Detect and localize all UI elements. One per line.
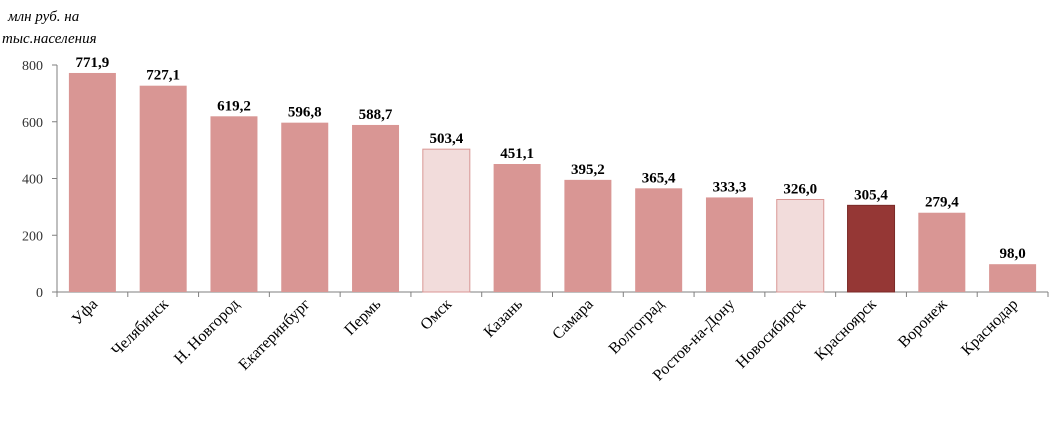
bar bbox=[352, 124, 400, 292]
x-tick-label: Самара bbox=[549, 296, 596, 343]
bar bbox=[635, 188, 683, 292]
x-tick-label: Казань bbox=[481, 296, 526, 341]
x-tick-label: Новосибирск bbox=[733, 296, 809, 372]
bar bbox=[776, 198, 825, 293]
data-label: 395,2 bbox=[571, 162, 605, 178]
bars-group bbox=[68, 72, 1037, 293]
bar bbox=[847, 204, 896, 293]
bar bbox=[139, 85, 187, 293]
data-label: 279,4 bbox=[925, 195, 959, 211]
bar bbox=[989, 264, 1037, 292]
x-tick-label: Красноярск bbox=[812, 296, 880, 364]
x-tick-label: Уфа bbox=[69, 296, 101, 328]
y-tick-label: 0 bbox=[36, 286, 43, 301]
data-label: 619,2 bbox=[217, 98, 251, 114]
y-axis-label-line-1: млн руб. на bbox=[7, 9, 79, 25]
x-axis bbox=[56, 291, 1049, 297]
data-label: 451,1 bbox=[500, 146, 534, 162]
x-tick-label: Краснодар bbox=[958, 296, 1021, 359]
bar bbox=[493, 164, 541, 292]
y-tick-label: 400 bbox=[22, 173, 43, 188]
y-axis-label-line-2: тыс.населения bbox=[2, 31, 97, 47]
data-label: 596,8 bbox=[288, 105, 322, 121]
bar bbox=[210, 116, 258, 292]
x-tick-label: Челябинск bbox=[108, 296, 172, 360]
bar bbox=[918, 212, 966, 292]
x-tick-label: Омск bbox=[417, 296, 455, 334]
y-tick-label: 600 bbox=[22, 116, 43, 131]
x-tick-label: Екатеринбург bbox=[236, 296, 314, 374]
data-label: 365,4 bbox=[642, 170, 676, 186]
x-tick-label: Пермь bbox=[341, 296, 384, 339]
data-label: 333,3 bbox=[713, 179, 747, 195]
bar bbox=[422, 148, 471, 293]
x-tick-label: Волгоград bbox=[606, 296, 668, 358]
bar bbox=[564, 179, 612, 292]
bar bbox=[68, 72, 116, 292]
data-label: 326,0 bbox=[783, 181, 817, 197]
data-label: 503,4 bbox=[429, 131, 463, 147]
data-label: 727,1 bbox=[146, 68, 180, 84]
y-axis: 0 200 400 600 800 bbox=[22, 59, 58, 301]
bar bbox=[705, 197, 753, 292]
x-tick-label: Воронеж bbox=[895, 295, 951, 351]
x-tick-label: Н. Новгород bbox=[171, 296, 243, 368]
data-labels-group: 771,9 727,1 619,2 596,8 588,7 503,4 451,1 395,2… bbox=[76, 55, 1026, 262]
bar bbox=[281, 122, 329, 293]
y-tick-label: 800 bbox=[22, 59, 43, 74]
data-label: 98,0 bbox=[999, 246, 1025, 262]
y-tick-label: 200 bbox=[22, 229, 43, 244]
data-label: 771,9 bbox=[76, 55, 110, 71]
data-label: 588,7 bbox=[359, 107, 393, 123]
data-label: 305,4 bbox=[854, 187, 888, 203]
